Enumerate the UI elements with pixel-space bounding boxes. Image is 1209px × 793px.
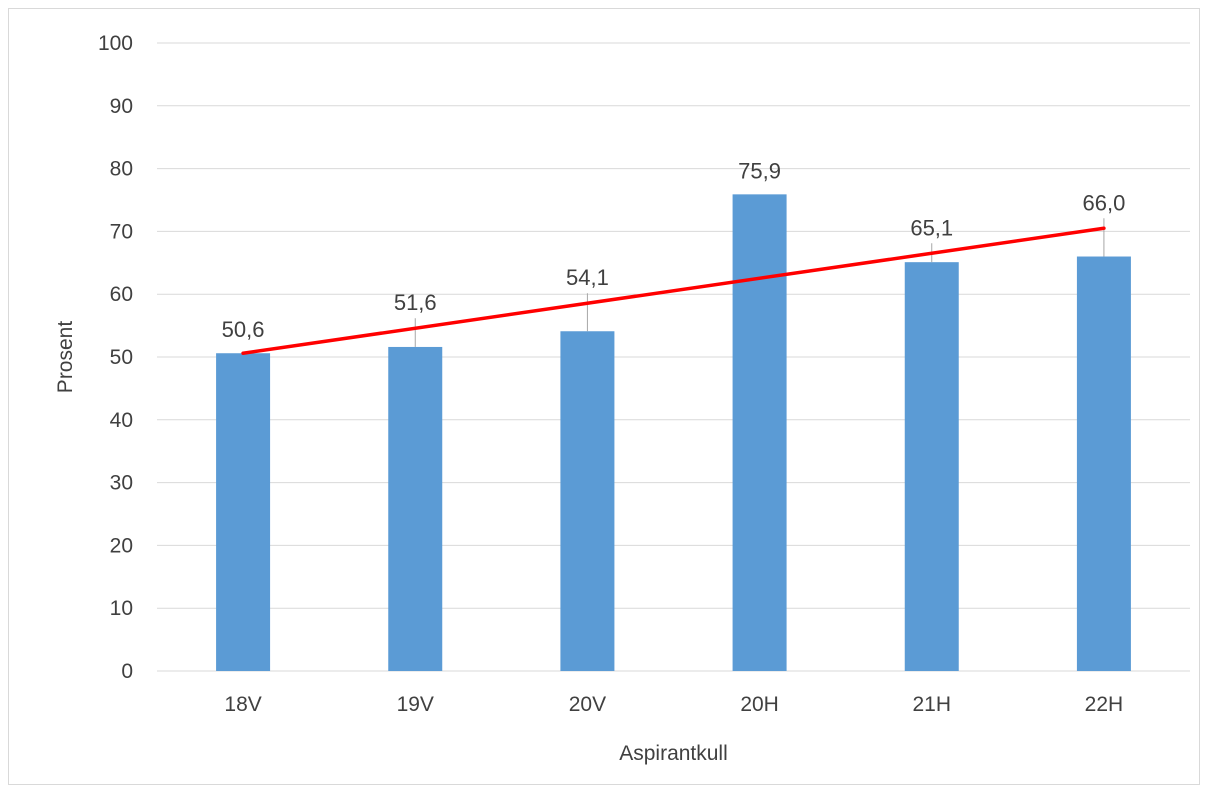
y-tick-label: 50 [110,346,133,369]
data-label: 50,6 [222,317,265,342]
y-tick-label: 100 [98,32,133,55]
bar-20V [560,331,615,671]
x-tick-label: 20H [740,693,779,716]
bar-19V [388,346,443,671]
y-tick-label: 60 [110,283,133,306]
trendline-line [241,226,1106,355]
trendline [241,226,1106,355]
y-axis-title: Prosent [54,321,77,394]
data-label: 54,1 [566,265,609,290]
x-tick-label: 21H [912,693,951,716]
bar-22H [1076,256,1131,671]
y-tick-label: 0 [121,660,133,683]
data-label: 65,1 [910,215,953,240]
bar-20H [732,194,787,671]
x-axis-ticks: 18V 19V 20V 20H 21H 22H [224,693,1123,716]
y-tick-label: 70 [110,220,133,243]
bar-18V [216,353,271,671]
x-axis-title: Aspirantkull [619,742,728,765]
data-labels: 50,6 51,6 54,1 75,9 65,1 66,0 [222,158,1126,342]
data-label: 51,6 [394,290,437,315]
data-label: 66,0 [1083,190,1126,215]
gridlines [157,42,1190,672]
bars [216,194,1131,671]
bar-21H [904,262,959,671]
data-label: 75,9 [738,158,781,183]
x-tick-label: 20V [569,693,606,716]
y-tick-label: 10 [110,597,133,620]
y-tick-label: 20 [110,534,133,557]
x-tick-label: 22H [1085,693,1124,716]
y-tick-label: 40 [110,409,133,432]
y-tick-label: 80 [110,158,133,181]
x-tick-label: 18V [224,693,261,716]
y-tick-label: 30 [110,472,133,495]
y-axis-ticks: 0 10 20 30 40 50 60 70 80 90 100 [98,32,133,683]
x-tick-label: 19V [397,693,434,716]
y-tick-label: 90 [110,95,133,118]
